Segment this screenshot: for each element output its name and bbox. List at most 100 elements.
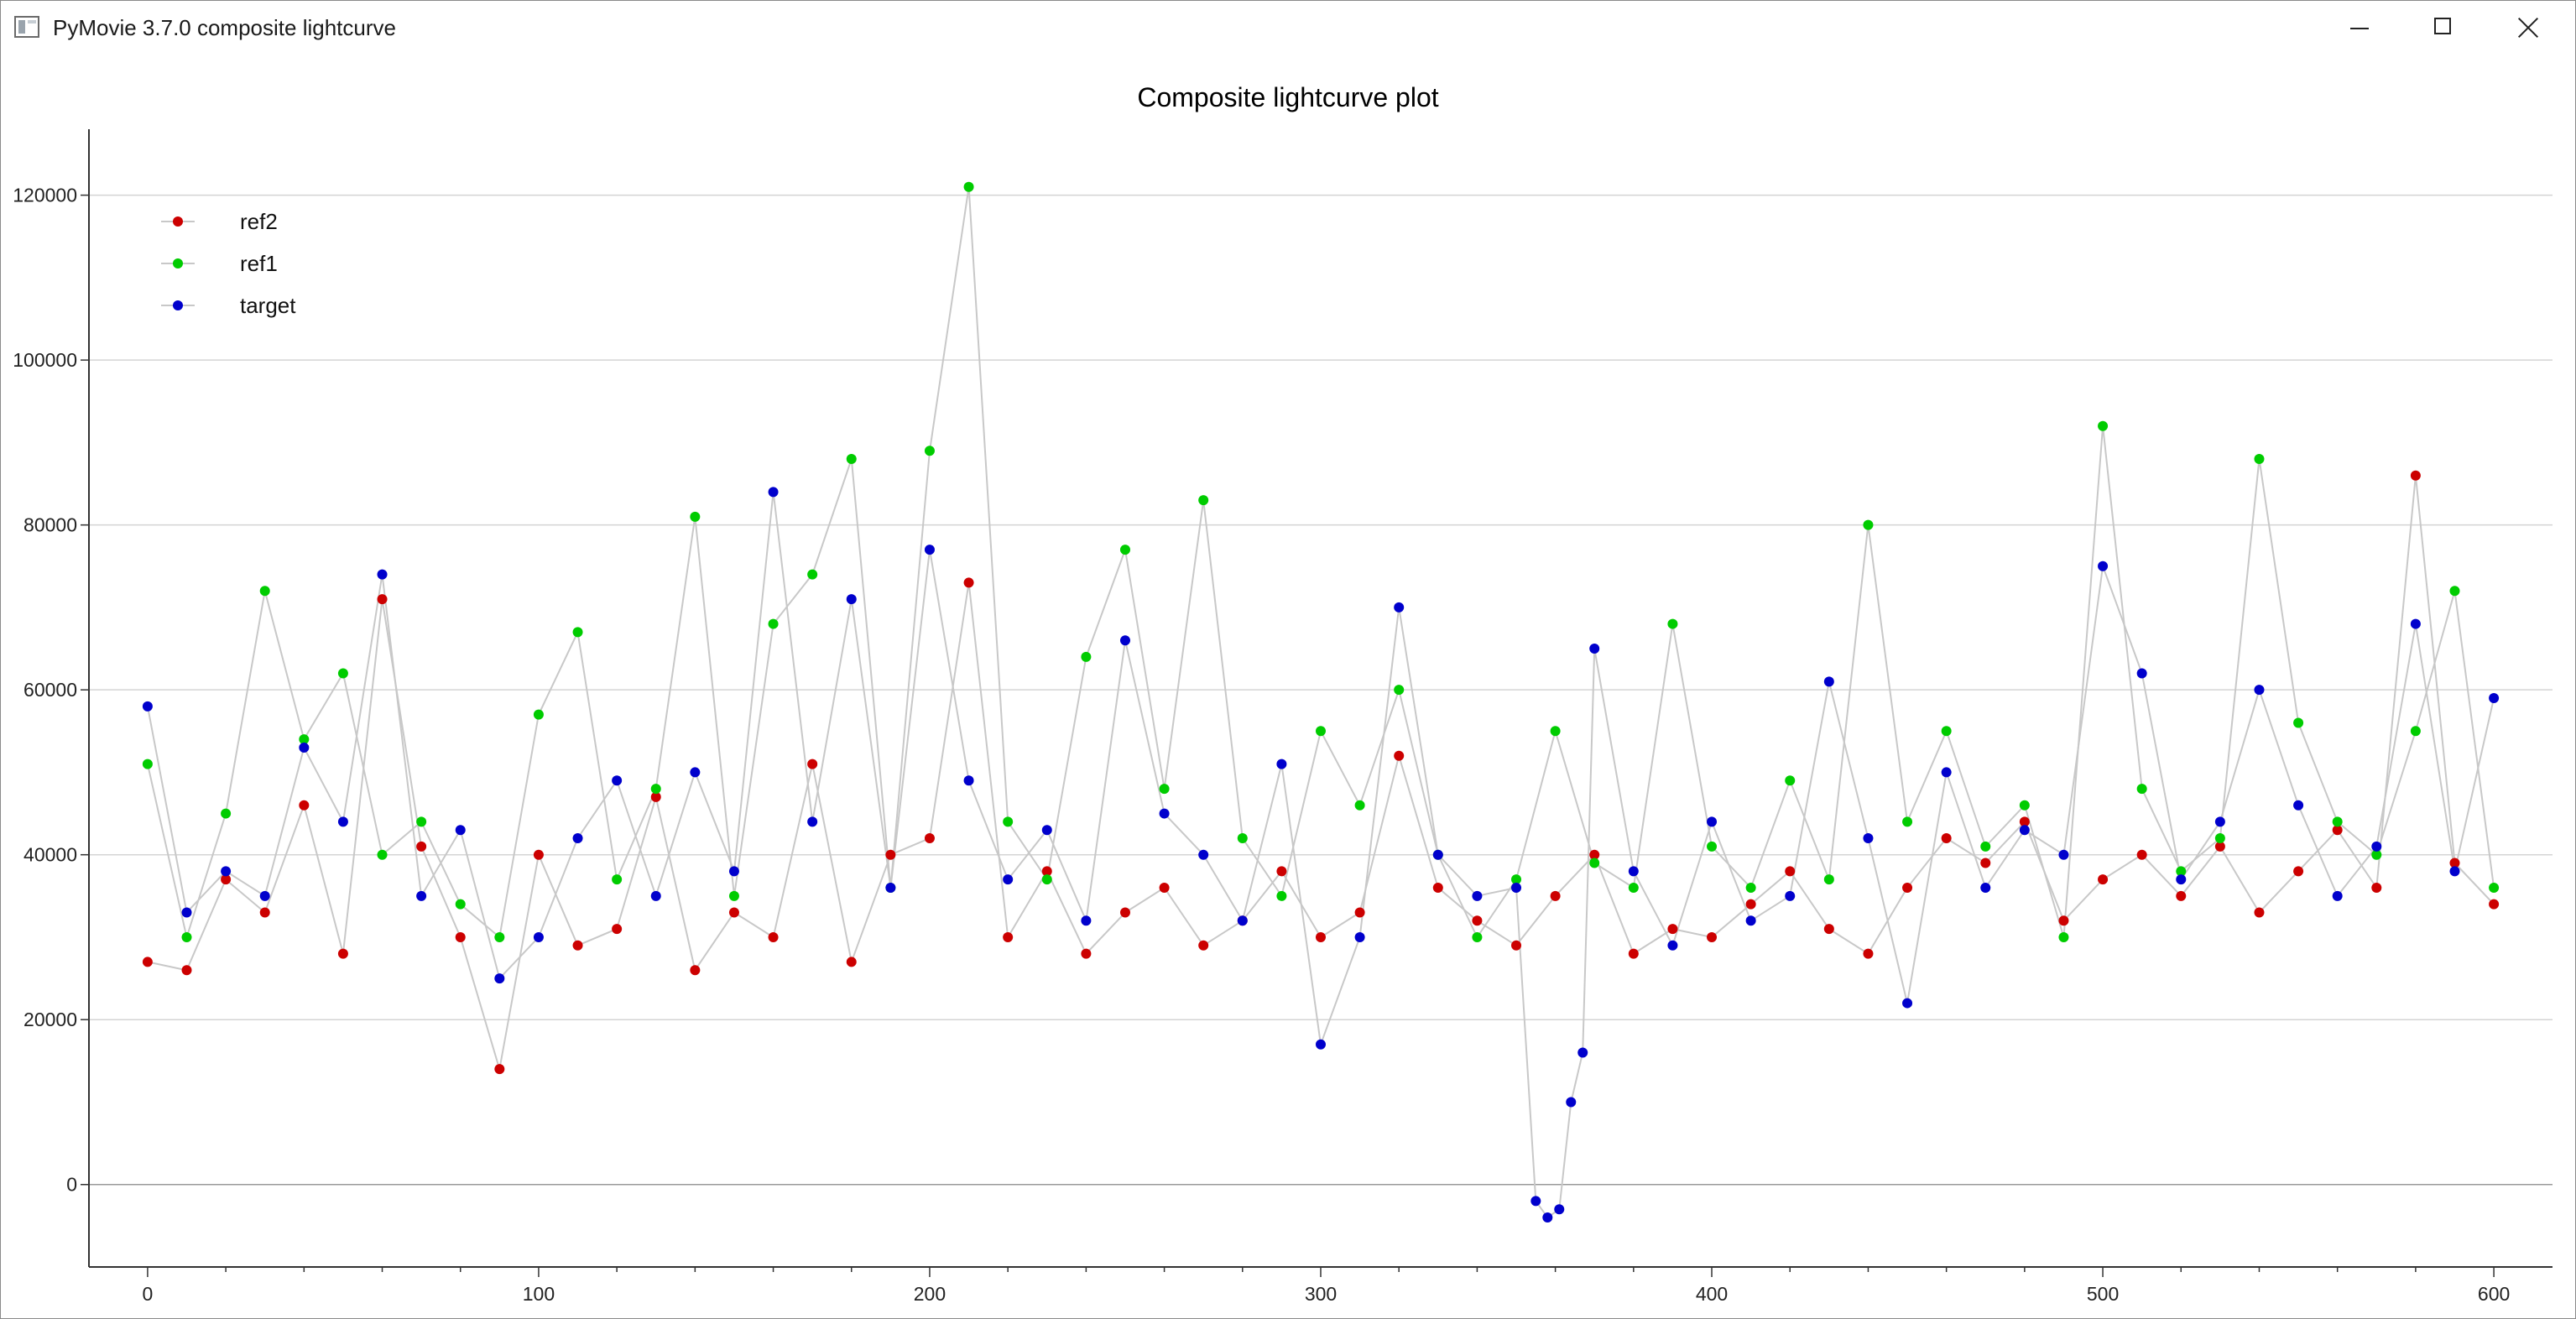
- data-point-target[interactable]: [533, 931, 544, 942]
- data-point-ref1[interactable]: [1628, 883, 1639, 893]
- data-point-target[interactable]: [2449, 866, 2460, 877]
- data-point-ref2[interactable]: [337, 948, 348, 959]
- data-point-target[interactable]: [1119, 635, 1130, 646]
- data-point-target[interactable]: [1863, 833, 1874, 844]
- data-point-ref1[interactable]: [1745, 883, 1756, 893]
- data-point-ref2[interactable]: [924, 833, 935, 844]
- data-point-ref1[interactable]: [1941, 726, 1952, 737]
- data-point-ref2[interactable]: [2489, 899, 2500, 910]
- data-point-target[interactable]: [259, 890, 270, 901]
- data-point-ref2[interactable]: [1511, 940, 1522, 951]
- data-point-ref2[interactable]: [221, 874, 232, 885]
- data-point-ref1[interactable]: [612, 874, 623, 885]
- data-point-ref2[interactable]: [1863, 948, 1874, 959]
- data-point-ref1[interactable]: [1472, 931, 1483, 942]
- data-point-target[interactable]: [1628, 866, 1639, 877]
- data-point-ref2[interactable]: [1276, 866, 1287, 877]
- data-point-ref1[interactable]: [2176, 866, 2187, 877]
- data-point-ref2[interactable]: [2136, 849, 2147, 860]
- data-point-target[interactable]: [1577, 1047, 1588, 1058]
- data-point-ref2[interactable]: [1041, 866, 1052, 877]
- data-point-ref1[interactable]: [1119, 545, 1130, 555]
- data-point-ref2[interactable]: [259, 907, 270, 918]
- data-point-target[interactable]: [1003, 874, 1014, 885]
- data-point-ref2[interactable]: [416, 841, 427, 852]
- data-point-ref1[interactable]: [1902, 816, 1913, 827]
- data-point-ref1[interactable]: [299, 734, 310, 745]
- data-point-ref2[interactable]: [1980, 858, 1991, 868]
- data-point-ref1[interactable]: [533, 709, 544, 720]
- data-point-ref2[interactable]: [650, 791, 661, 802]
- data-point-ref2[interactable]: [1902, 883, 1913, 893]
- data-point-target[interactable]: [1316, 1039, 1326, 1050]
- data-point-ref2[interactable]: [728, 907, 739, 918]
- data-point-ref2[interactable]: [1667, 924, 1678, 935]
- data-point-ref2[interactable]: [1785, 866, 1796, 877]
- data-point-ref1[interactable]: [1785, 775, 1796, 786]
- data-point-target[interactable]: [2332, 890, 2343, 901]
- maximize-button[interactable]: [2402, 1, 2486, 55]
- data-point-ref2[interactable]: [807, 759, 818, 769]
- data-point-ref1[interactable]: [807, 569, 818, 580]
- data-point-ref1[interactable]: [1707, 841, 1718, 852]
- data-point-target[interactable]: [690, 767, 701, 778]
- data-point-ref1[interactable]: [494, 931, 505, 942]
- data-point-target[interactable]: [455, 825, 466, 836]
- data-point-ref2[interactable]: [572, 940, 583, 951]
- data-point-ref1[interactable]: [1354, 800, 1365, 811]
- data-point-target[interactable]: [1745, 915, 1756, 926]
- data-point-target[interactable]: [2098, 560, 2109, 571]
- minimize-button[interactable]: [2318, 1, 2402, 55]
- data-point-ref1[interactable]: [1159, 784, 1170, 795]
- data-point-ref2[interactable]: [846, 957, 857, 967]
- data-point-ref2[interactable]: [1941, 833, 1952, 844]
- data-point-ref1[interactable]: [846, 454, 857, 465]
- data-point-ref2[interactable]: [181, 965, 192, 976]
- data-point-ref2[interactable]: [455, 931, 466, 942]
- data-point-ref1[interactable]: [1198, 495, 1209, 506]
- data-point-target[interactable]: [142, 701, 153, 712]
- data-point-ref1[interactable]: [2254, 454, 2265, 465]
- data-point-ref2[interactable]: [2176, 890, 2187, 901]
- data-point-ref2[interactable]: [1198, 940, 1209, 951]
- data-point-target[interactable]: [1472, 890, 1483, 901]
- data-point-ref1[interactable]: [1276, 890, 1287, 901]
- data-point-ref1[interactable]: [221, 808, 232, 819]
- data-point-target[interactable]: [1530, 1196, 1541, 1207]
- data-point-ref2[interactable]: [1432, 883, 1443, 893]
- data-point-target[interactable]: [1237, 915, 1248, 926]
- data-point-ref2[interactable]: [1823, 924, 1834, 935]
- data-point-ref2[interactable]: [2098, 874, 2109, 885]
- data-point-target[interactable]: [1432, 849, 1443, 860]
- data-point-ref1[interactable]: [181, 931, 192, 942]
- data-point-ref1[interactable]: [2136, 784, 2147, 795]
- data-point-ref1[interactable]: [2214, 833, 2225, 844]
- data-point-ref2[interactable]: [1003, 931, 1014, 942]
- data-point-ref1[interactable]: [259, 586, 270, 597]
- data-point-ref1[interactable]: [1667, 618, 1678, 629]
- data-point-ref2[interactable]: [1394, 750, 1405, 761]
- data-point-target[interactable]: [572, 833, 583, 844]
- data-point-ref2[interactable]: [1628, 948, 1639, 959]
- data-point-ref1[interactable]: [572, 627, 583, 638]
- data-point-ref2[interactable]: [1707, 931, 1718, 942]
- data-point-ref2[interactable]: [299, 800, 310, 811]
- data-point-target[interactable]: [1198, 849, 1209, 860]
- data-point-ref1[interactable]: [1550, 726, 1561, 737]
- data-point-ref2[interactable]: [690, 965, 701, 976]
- data-point-target[interactable]: [1394, 602, 1405, 613]
- data-point-ref1[interactable]: [1863, 519, 1874, 530]
- data-point-ref1[interactable]: [1081, 651, 1092, 662]
- data-point-target[interactable]: [728, 866, 739, 877]
- data-point-target[interactable]: [1980, 883, 1991, 893]
- data-point-ref2[interactable]: [1159, 883, 1170, 893]
- data-point-target[interactable]: [2136, 668, 2147, 679]
- data-point-ref1[interactable]: [337, 668, 348, 679]
- data-point-target[interactable]: [1941, 767, 1952, 778]
- data-point-ref1[interactable]: [1041, 874, 1052, 885]
- data-point-ref1[interactable]: [768, 618, 779, 629]
- data-point-target[interactable]: [221, 866, 232, 877]
- data-point-ref2[interactable]: [612, 924, 623, 935]
- data-point-ref1[interactable]: [650, 784, 661, 795]
